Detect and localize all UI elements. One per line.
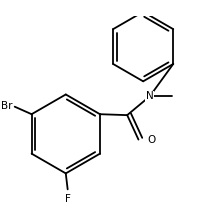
Text: F: F [65, 194, 71, 204]
Text: N: N [146, 91, 154, 101]
Text: Br: Br [1, 101, 13, 111]
Text: O: O [148, 134, 156, 145]
